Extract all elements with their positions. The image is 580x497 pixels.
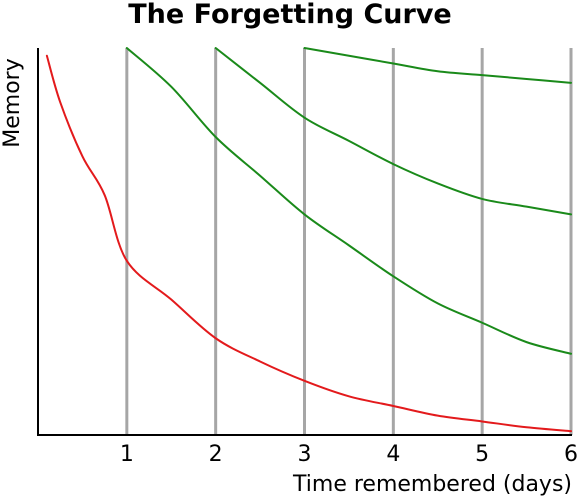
x-tick-label: 3 (298, 442, 312, 467)
axes (37, 48, 572, 436)
chart-title: The Forgetting Curve (128, 0, 452, 30)
x-axis-label: Time remembered (days) (292, 472, 572, 497)
data-series (45, 47, 572, 433)
initial-forgetting-curve-line (45, 54, 572, 433)
review-curve-line-1 (125, 47, 572, 355)
x-tick-label: 6 (564, 442, 578, 467)
x-tick-label: 4 (386, 442, 400, 467)
x-tick-label: 5 (475, 442, 489, 467)
x-tick-label: 2 (209, 442, 223, 467)
review-curve-line-3 (303, 47, 572, 84)
y-axis-label: Memory (0, 58, 25, 147)
gridlines (125, 48, 573, 435)
review-curve-line-2 (214, 47, 572, 216)
x-tick-labels: 1 2 3 4 5 6 (120, 442, 578, 467)
x-tick-label: 1 (120, 442, 134, 467)
